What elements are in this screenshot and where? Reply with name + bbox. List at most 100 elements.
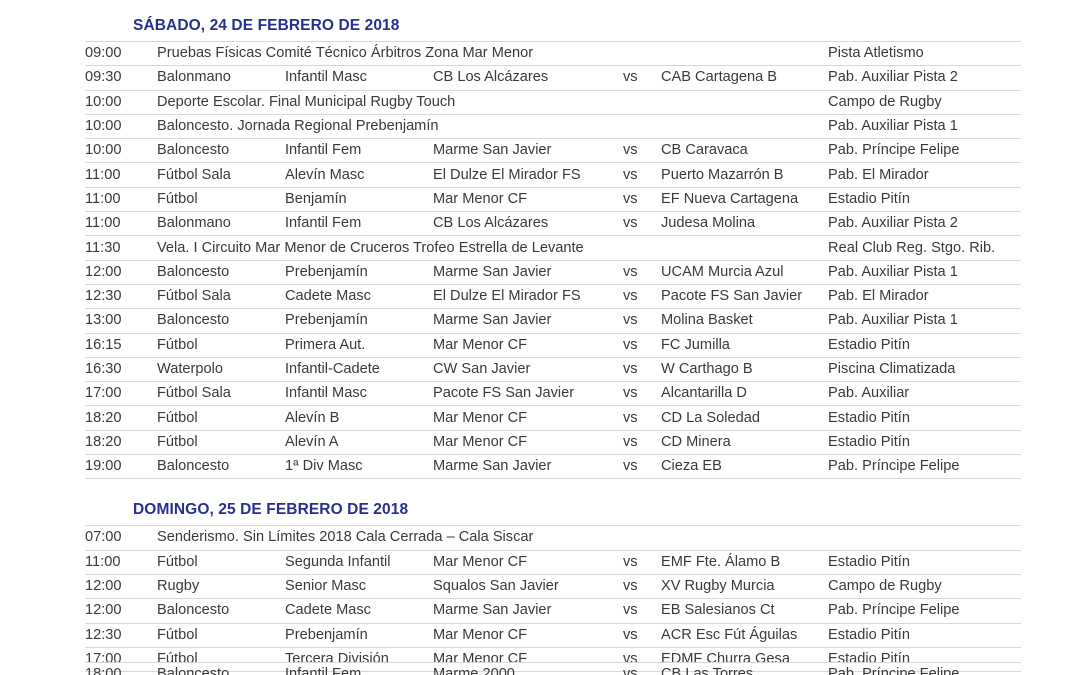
row-away-team: FC Jumilla (661, 332, 829, 358)
row-sport: Fútbol (157, 332, 285, 358)
row-venue: Pab. Auxiliar Pista 2 (828, 211, 1022, 237)
table-row: 18:20 Fútbol Alevín B Mar Menor CF vs CD… (85, 405, 1022, 431)
row-sport: Rugby (157, 573, 285, 600)
row-time: 16:30 (85, 356, 157, 383)
row-vs-label: vs (623, 454, 661, 480)
table-row: 16:15 Fútbol Primera Aut. Mar Menor CF v… (85, 332, 1022, 358)
row-time: 11:30 (85, 235, 157, 261)
row-sport: Fútbol (157, 549, 285, 575)
row-category: Senior Masc (285, 573, 433, 600)
table-row: 12:00 Baloncesto Cadete Masc Marme San J… (85, 598, 1022, 624)
row-away-team: Judesa Molina (661, 211, 829, 237)
row-sport: Balonmano (157, 65, 285, 91)
table-row: 18:00 Baloncesto Infantil Fem Marme 2000… (85, 662, 1021, 675)
row-category: Cadete Masc (285, 598, 433, 624)
row-venue: Pab. El Mirador (828, 162, 1022, 188)
row-vs-label: vs (623, 356, 661, 383)
row-event-description: Senderismo. Sin Límites 2018 Cala Cerrad… (157, 525, 829, 551)
row-venue: Campo de Rugby (828, 573, 1022, 600)
row-vs-label: vs (623, 662, 661, 675)
row-sport: Fútbol Sala (157, 381, 285, 407)
row-local-team: Mar Menor CF (433, 622, 623, 648)
row-category: Cadete Masc (285, 283, 433, 310)
row-time: 11:00 (85, 211, 157, 237)
table-row: 07:00 Senderismo. Sin Límites 2018 Cala … (85, 525, 1022, 551)
row-venue: Pab. Príncipe Felipe (828, 598, 1022, 624)
row-vs-label: vs (623, 381, 661, 407)
row-local-team: Marme San Javier (433, 259, 623, 285)
row-away-team: Puerto Mazarrón B (661, 162, 829, 188)
table-row: 12:30 Fútbol Sala Cadete Masc El Dulze E… (85, 283, 1022, 310)
row-time: 13:00 (85, 308, 157, 334)
row-away-team: CB Caravaca (661, 138, 829, 164)
row-venue: Estadio Pitín (828, 332, 1022, 358)
row-local-team: Mar Menor CF (433, 429, 623, 456)
row-venue: Pab. Príncipe Felipe (828, 138, 1022, 164)
table-row: 12:00 Rugby Senior Masc Squalos San Javi… (85, 573, 1022, 600)
row-event-description: Deporte Escolar. Final Municipal Rugby T… (157, 89, 829, 115)
row-vs-label: vs (623, 429, 661, 456)
row-away-team: EF Nueva Cartagena (661, 186, 829, 213)
row-time: 11:00 (85, 549, 157, 575)
row-time: 17:00 (85, 381, 157, 407)
row-local-team: Marme San Javier (433, 598, 623, 624)
row-local-team: El Dulze El Mirador FS (433, 283, 623, 310)
row-vs-label: vs (623, 283, 661, 310)
row-sport: Fútbol (157, 622, 285, 648)
row-vs-label: vs (623, 549, 661, 575)
row-sport: Waterpolo (157, 356, 285, 383)
row-local-team: Squalos San Javier (433, 573, 623, 600)
schedule-table-sunday: 07:00 Senderismo. Sin Límites 2018 Cala … (85, 525, 1022, 673)
row-venue: Pab. Auxiliar (828, 381, 1022, 407)
row-venue: Estadio Pitín (828, 622, 1022, 648)
table-row: 11:00 Fútbol Benjamín Mar Menor CF vs EF… (85, 186, 1022, 213)
schedule-table-clipped: 18:00 Baloncesto Infantil Fem Marme 2000… (85, 662, 1021, 675)
row-away-team: CB Las Torres (661, 662, 828, 675)
row-category: Alevín B (285, 405, 433, 431)
schedule-table-saturday: 09:00 Pruebas Físicas Comité Técnico Árb… (85, 40, 1022, 480)
row-sport: Fútbol Sala (157, 162, 285, 188)
table-row: 12:30 Fútbol Prebenjamín Mar Menor CF vs… (85, 622, 1022, 648)
row-category: Infantil Masc (285, 65, 433, 91)
clipped-bottom-row: 18:00 Baloncesto Infantil Fem Marme 2000… (85, 662, 1021, 675)
row-venue (828, 525, 1022, 551)
row-venue: Pista Atletismo (828, 40, 1022, 67)
row-time: 18:00 (85, 662, 157, 675)
row-category: Prebenjamín (285, 308, 433, 334)
row-away-team: UCAM Murcia Azul (661, 259, 829, 285)
row-category: Infantil Fem (285, 211, 433, 237)
row-vs-label: vs (623, 259, 661, 285)
row-time: 09:30 (85, 65, 157, 91)
row-vs-label: vs (623, 598, 661, 624)
row-away-team: EB Salesianos Ct (661, 598, 829, 624)
table-row: 16:30 Waterpolo Infantil-Cadete CW San J… (85, 356, 1022, 383)
row-time: 12:00 (85, 259, 157, 285)
row-local-team: Mar Menor CF (433, 405, 623, 431)
table-row: 10:00 Baloncesto Infantil Fem Marme San … (85, 138, 1022, 164)
row-sport: Fútbol (157, 405, 285, 431)
row-vs-label: vs (623, 622, 661, 648)
table-row: 19:00 Baloncesto 1ª Div Masc Marme San J… (85, 454, 1022, 480)
row-sport: Baloncesto (157, 138, 285, 164)
row-category: Infantil Fem (285, 662, 433, 675)
row-local-team: Marme San Javier (433, 454, 623, 480)
row-venue: Estadio Pitín (828, 405, 1022, 431)
row-time: 10:00 (85, 89, 157, 115)
row-sport: Fútbol (157, 186, 285, 213)
row-local-team: El Dulze El Mirador FS (433, 162, 623, 188)
row-time: 12:00 (85, 598, 157, 624)
table-row: 09:30 Balonmano Infantil Masc CB Los Alc… (85, 65, 1022, 91)
row-away-team: EMF Fte. Álamo B (661, 549, 829, 575)
row-category: Primera Aut. (285, 332, 433, 358)
row-time: 12:30 (85, 283, 157, 310)
row-category: Alevín A (285, 429, 433, 456)
row-sport: Baloncesto (157, 259, 285, 285)
row-away-team: ACR Esc Fút Águilas (661, 622, 829, 648)
row-category: Infantil Fem (285, 138, 433, 164)
row-vs-label: vs (623, 162, 661, 188)
row-venue: Estadio Pitín (828, 186, 1022, 213)
row-away-team: W Carthago B (661, 356, 829, 383)
row-sport: Fútbol (157, 429, 285, 456)
row-local-team: Mar Menor CF (433, 332, 623, 358)
